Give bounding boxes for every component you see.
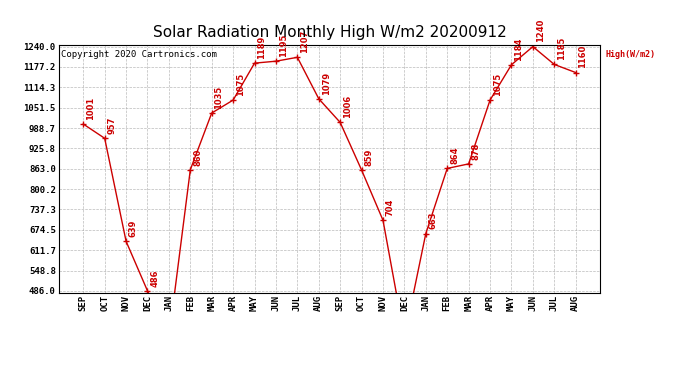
Text: 1079: 1079 [322,72,331,94]
Text: 1160: 1160 [578,45,587,68]
Text: 639: 639 [129,220,138,237]
Text: 486: 486 [150,269,159,287]
Text: 1184: 1184 [514,37,523,61]
Text: Copyright 2020 Cartronics.com: Copyright 2020 Cartronics.com [61,50,217,59]
Text: 1075: 1075 [236,73,245,96]
Text: 1240: 1240 [535,19,544,42]
Text: 1035: 1035 [215,86,224,109]
Text: 704: 704 [386,199,395,216]
Text: 859: 859 [364,148,373,166]
Text: 878: 878 [471,142,480,160]
Text: 1075: 1075 [493,73,502,96]
Text: 1185: 1185 [557,37,566,60]
Text: 1001: 1001 [86,97,95,120]
Text: 1195: 1195 [279,34,288,57]
Text: 860: 860 [193,148,202,165]
Text: 343: 343 [0,374,1,375]
Text: 864: 864 [450,147,459,164]
Text: 957: 957 [108,117,117,134]
Title: Solar Radiation Monthly High W/m2 20200912: Solar Radiation Monthly High W/m2 202009… [152,25,506,40]
Text: 1207: 1207 [300,30,309,53]
Text: 342: 342 [0,374,1,375]
Text: 1006: 1006 [343,95,352,118]
Text: High(W/m2): High(W/m2) [606,50,656,59]
Text: 663: 663 [428,212,437,230]
Text: 1189: 1189 [257,36,266,59]
